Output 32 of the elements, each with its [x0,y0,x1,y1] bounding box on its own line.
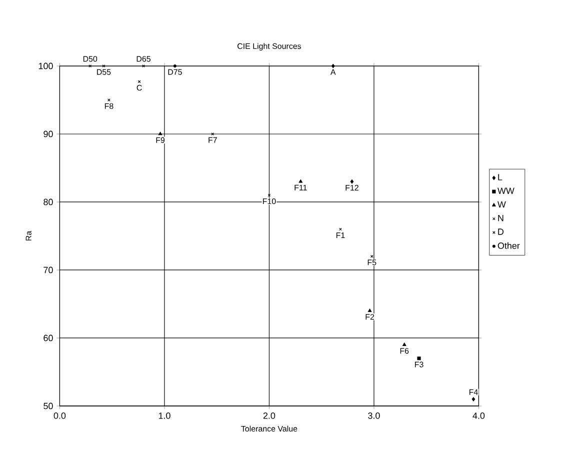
point [173,64,176,68]
legend-label: WW [498,188,514,194]
legend-label: N [498,215,504,222]
y-tick-label: 100 [38,62,53,70]
x-tick-label: 4.0 [472,412,485,419]
legend-label: D [498,228,504,235]
x-tick-label: 1.0 [158,412,170,419]
point [368,308,372,312]
legend-label: Other [498,242,520,249]
point [402,342,406,346]
point [108,98,110,102]
y-tick-label: 90 [44,130,53,138]
point [298,179,302,183]
y-tick-label: 50 [44,402,53,410]
point [472,397,476,402]
y-tick-label: 80 [44,198,53,206]
y-tick-label: 60 [44,334,53,342]
point [417,356,421,360]
point [88,64,92,68]
y-tick-label: 70 [44,266,53,274]
point [331,64,335,68]
point [350,179,354,184]
point [158,132,162,136]
legend-label: W [498,201,506,208]
x-tick-label: 2.0 [263,412,276,419]
x-tick-label: 0.0 [54,412,66,419]
point [138,80,141,84]
point [102,64,106,68]
point [211,132,214,136]
legend-label: L [498,174,502,180]
x-tick-label: 3.0 [368,412,380,419]
point [339,228,342,231]
